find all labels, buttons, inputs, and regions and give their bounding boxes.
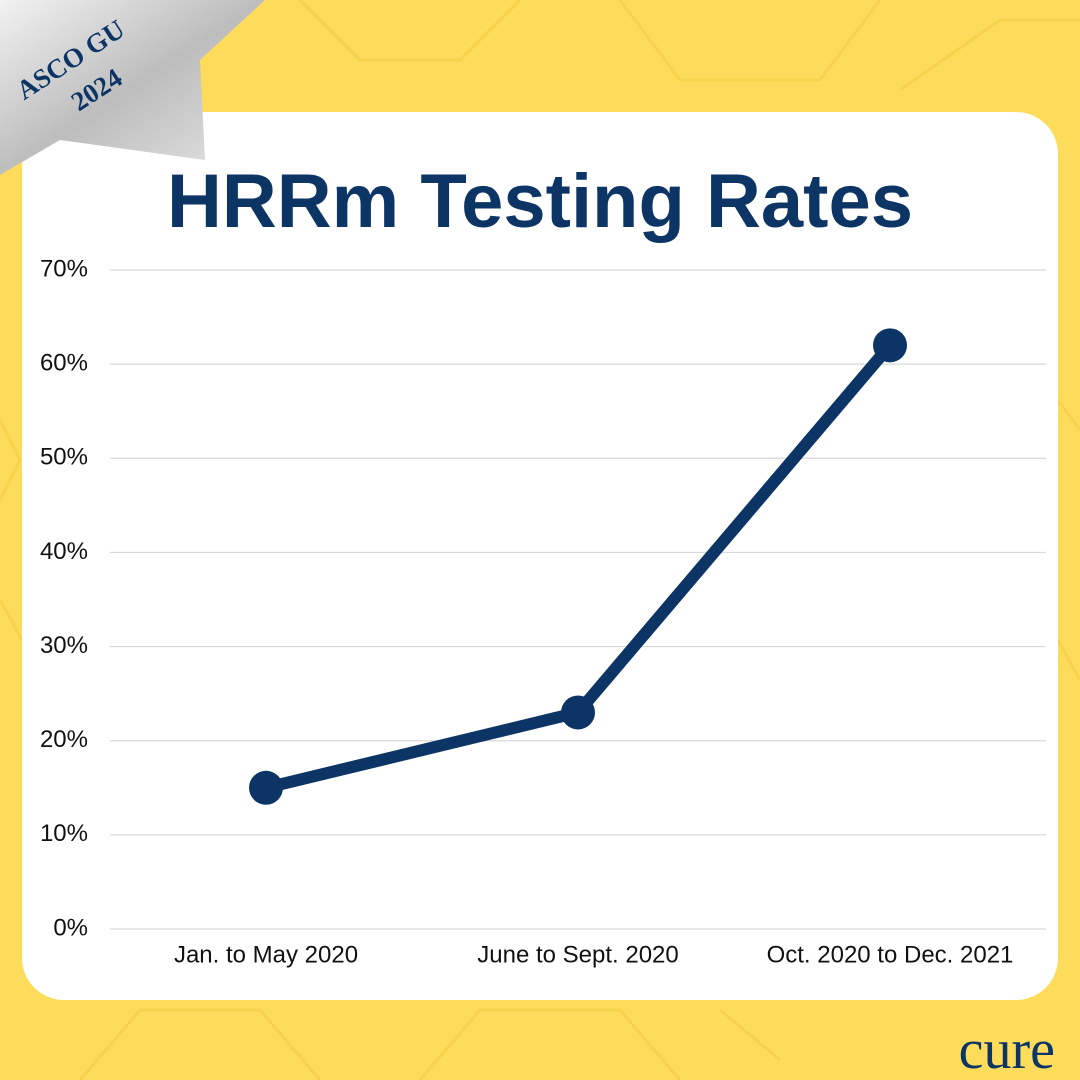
point [561, 695, 595, 730]
x-tick-label: June to Sept. 2020 [477, 941, 679, 968]
y-tick-label: 40% [40, 538, 88, 565]
y-tick-label: 30% [40, 632, 88, 659]
x-tick-label: Jan. to May 2020 [174, 941, 358, 968]
y-tick-label: 50% [40, 444, 88, 471]
card [22, 112, 1058, 1000]
point [873, 328, 907, 363]
y-tick-label: 60% [40, 349, 88, 376]
chart-title: HRRm Testing Rates [167, 159, 913, 244]
y-tick-label: 20% [40, 726, 88, 753]
y-tick-label: 0% [53, 914, 88, 941]
point [249, 770, 283, 805]
logo: cure [959, 1019, 1055, 1080]
y-tick-label: 10% [40, 820, 88, 847]
badge [0, 0, 265, 175]
y-tick-label: 70% [40, 255, 88, 282]
x-tick-label: Oct. 2020 to Dec. 2021 [767, 941, 1014, 968]
